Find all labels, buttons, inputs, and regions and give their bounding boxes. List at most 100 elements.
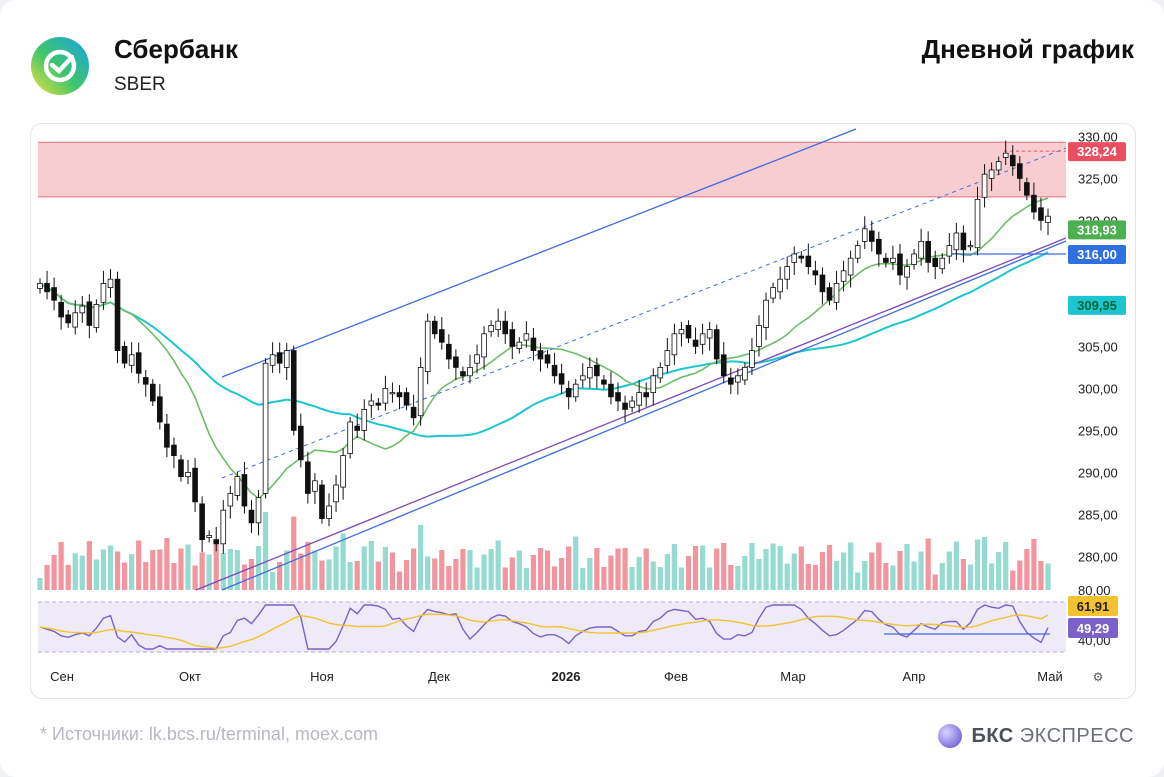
volume-bar bbox=[763, 549, 769, 590]
candle-up bbox=[763, 299, 769, 328]
volume-bar bbox=[770, 543, 776, 590]
volume-bar bbox=[798, 546, 804, 590]
y-tick-label: 295,00 bbox=[1078, 423, 1118, 438]
volume-bar bbox=[925, 538, 931, 590]
candle-up bbox=[234, 476, 241, 496]
candle-down bbox=[298, 425, 304, 461]
chart-title: Дневной график bbox=[921, 34, 1134, 64]
candle-down bbox=[812, 270, 819, 276]
candle-up bbox=[488, 324, 494, 333]
volume-bar bbox=[855, 572, 861, 590]
rsi-label-box bbox=[1068, 596, 1118, 616]
candle-up bbox=[939, 257, 946, 270]
volume-bar bbox=[100, 549, 107, 590]
volume-bar bbox=[692, 546, 699, 590]
volume-bar bbox=[848, 542, 854, 590]
volume-bar bbox=[819, 552, 826, 590]
volume-bar bbox=[488, 549, 494, 590]
candle-down bbox=[135, 352, 142, 374]
candle-up bbox=[128, 354, 135, 366]
candle-down bbox=[1009, 154, 1016, 167]
candle-down bbox=[1038, 207, 1044, 221]
settings-gear-icon: ⚙ bbox=[1093, 670, 1104, 684]
volume-bar bbox=[206, 554, 212, 590]
candle-down bbox=[608, 383, 614, 398]
volume-bar bbox=[37, 578, 43, 590]
volume-bar bbox=[375, 561, 381, 590]
candle-up bbox=[206, 535, 212, 538]
candle-up bbox=[629, 400, 635, 408]
sources-note: * Источники: lk.bcs.ru/terminal, moex.co… bbox=[40, 724, 378, 744]
volume-bar bbox=[213, 543, 219, 590]
volume-bar bbox=[707, 567, 713, 590]
candle-up bbox=[495, 320, 501, 331]
candle-up bbox=[312, 480, 318, 492]
volume-bar bbox=[594, 548, 600, 590]
volume-bar bbox=[530, 555, 537, 590]
volume-bar bbox=[255, 546, 262, 590]
volume-bar bbox=[650, 561, 656, 590]
candle-up bbox=[735, 375, 741, 383]
candle-down bbox=[876, 238, 882, 255]
x-axis-label: Фев bbox=[664, 669, 688, 684]
candle-up bbox=[283, 350, 290, 368]
candle-up bbox=[650, 375, 657, 393]
candle-up bbox=[93, 303, 100, 328]
volume-bar bbox=[685, 556, 692, 590]
candle-up bbox=[368, 400, 375, 406]
candle-up bbox=[833, 282, 840, 303]
volume-bar bbox=[671, 544, 678, 590]
candle-down bbox=[932, 257, 939, 268]
candle-down bbox=[530, 337, 537, 352]
candle-down bbox=[157, 396, 163, 423]
x-axis-label: Ноя bbox=[310, 669, 334, 684]
volume-bar bbox=[129, 554, 135, 590]
volume-bar bbox=[248, 559, 255, 590]
volume-bar bbox=[403, 560, 410, 590]
candle-down bbox=[319, 484, 325, 519]
ma-long-line bbox=[39, 251, 1049, 438]
volume-bar bbox=[58, 542, 64, 590]
volume-bar bbox=[911, 561, 917, 590]
candle-down bbox=[446, 343, 452, 360]
sberbank-logo-icon bbox=[31, 37, 89, 95]
candle-down bbox=[199, 503, 205, 540]
candle-down bbox=[819, 274, 826, 293]
candle-up bbox=[911, 253, 917, 265]
volume-bar bbox=[305, 542, 311, 590]
volume-bar bbox=[439, 550, 445, 590]
candle-up bbox=[389, 392, 396, 395]
volume-bar bbox=[86, 541, 92, 590]
volume-bar bbox=[566, 546, 572, 590]
volume-bar bbox=[869, 552, 875, 590]
rsi-label: 49,29 bbox=[1077, 621, 1110, 636]
x-axis-label: 2026 bbox=[552, 669, 581, 684]
volume-bar bbox=[291, 516, 297, 590]
candle-down bbox=[213, 539, 220, 545]
price-label-box bbox=[1068, 220, 1126, 240]
ticker-symbol: SBER bbox=[114, 74, 166, 95]
volume-bar bbox=[897, 551, 903, 590]
candle-down bbox=[164, 423, 170, 448]
volume-bar bbox=[368, 541, 374, 590]
volume-bar bbox=[136, 540, 142, 590]
candle-up bbox=[706, 329, 713, 339]
candle-up bbox=[1045, 215, 1051, 223]
candle-down bbox=[438, 329, 445, 343]
candle-down bbox=[276, 352, 283, 364]
volume-bar bbox=[241, 564, 248, 590]
volume-bar bbox=[312, 550, 318, 590]
volume-bar bbox=[840, 552, 847, 590]
candle-up bbox=[777, 278, 783, 293]
candle-up bbox=[220, 509, 227, 545]
price-label-box bbox=[1068, 245, 1126, 264]
candle-up bbox=[269, 354, 276, 366]
x-axis-label: Дек bbox=[428, 669, 450, 684]
candle-down bbox=[44, 282, 50, 293]
candle-up bbox=[678, 329, 685, 335]
candle-down bbox=[460, 371, 466, 377]
candle-down bbox=[685, 324, 692, 339]
volume-bar bbox=[171, 563, 177, 590]
candle-down bbox=[403, 392, 410, 406]
